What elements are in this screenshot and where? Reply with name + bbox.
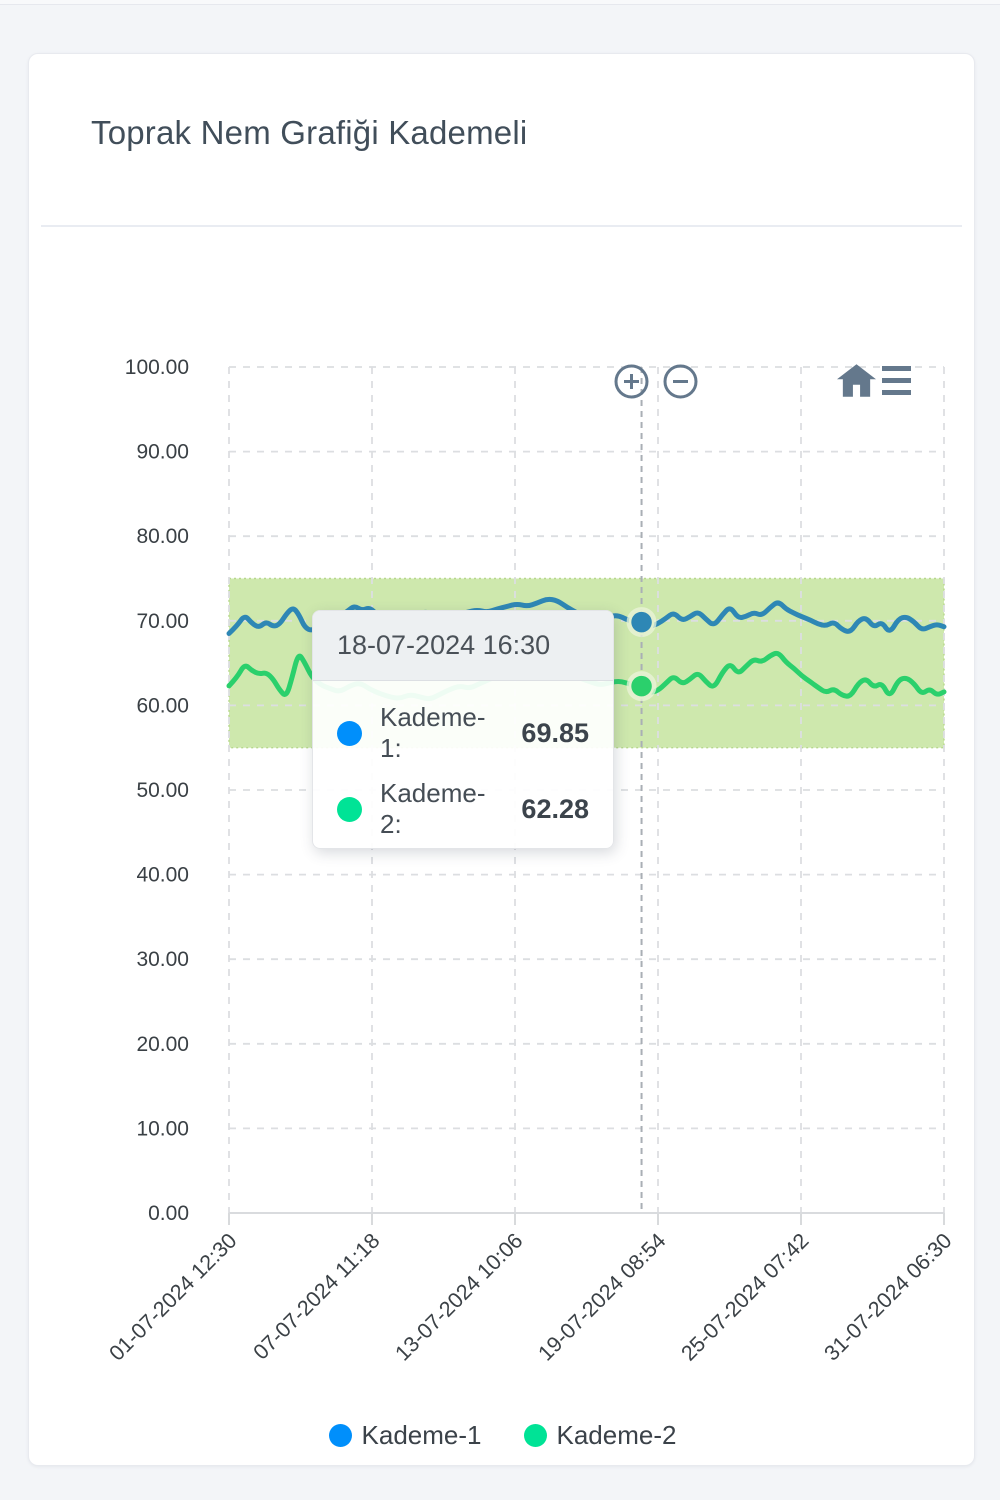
page-title: Toprak Nem Grafiği Kademeli — [91, 114, 528, 151]
tooltip-row: Kademe-1: 69.85 — [313, 702, 613, 763]
menu-icon — [882, 366, 911, 395]
chart-legend: Kademe-1 Kademe-2 — [29, 1420, 976, 1451]
menu-button[interactable] — [881, 364, 912, 403]
x-axis-label: 31-07-2024 06:30 — [820, 1229, 957, 1366]
x-axis-label: 25-07-2024 07:42 — [677, 1229, 814, 1366]
zoom-out-icon — [663, 364, 698, 399]
home-reset-button[interactable] — [837, 364, 876, 402]
y-axis-label: 70.00 — [136, 610, 189, 633]
tooltip-series-label: Kademe-1: — [380, 702, 486, 763]
x-axis-label: 07-07-2024 11:18 — [249, 1229, 385, 1365]
series-dot-kademe-1 — [337, 720, 362, 746]
legend-item-kademe-1[interactable]: Kademe-1 — [328, 1420, 482, 1451]
home-icon — [837, 364, 876, 397]
y-axis-label: 60.00 — [136, 694, 189, 717]
chart-card: Toprak Nem Grafiği Kademeli 100.00 90.00 8… — [28, 53, 975, 1466]
hover-marker-kademe-2 — [628, 673, 655, 699]
y-axis-label: 30.00 — [136, 948, 189, 971]
tooltip-row: Kademe-2: 62.28 — [313, 778, 613, 839]
tooltip-series-value: 62.28 — [521, 793, 589, 824]
tooltip-series-label: Kademe-2: — [380, 778, 486, 839]
x-axis-label: 13-07-2024 10:06 — [391, 1229, 528, 1366]
hover-marker-kademe-1 — [628, 609, 655, 635]
zoom-out-button[interactable] — [662, 363, 699, 405]
y-axis-label: 40.00 — [136, 864, 189, 887]
legend-label: Kademe-1 — [361, 1420, 482, 1450]
title-divider — [41, 225, 962, 227]
y-axis-label: 100.00 — [125, 356, 189, 379]
y-axis-label: 0.00 — [148, 1202, 189, 1225]
legend-dot-kademe-2 — [523, 1424, 547, 1447]
chart-area[interactable]: 100.00 90.00 80.00 70.00 60.00 50.00 40.00 30.0… — [29, 54, 1000, 1500]
x-axis-label: 19-07-2024 08:54 — [534, 1229, 671, 1366]
legend-label: Kademe-2 — [556, 1420, 677, 1450]
y-axis-label: 10.00 — [136, 1117, 189, 1140]
tooltip-date: 18-07-2024 16:30 — [313, 611, 613, 681]
y-axis-label: 90.00 — [136, 441, 189, 464]
legend-dot-kademe-1 — [328, 1424, 352, 1447]
page-top-strip — [0, 0, 1000, 5]
tooltip-series-value: 69.85 — [521, 717, 589, 748]
y-axis-label: 80.00 — [136, 525, 189, 548]
zoom-in-button[interactable] — [613, 363, 650, 405]
series-dot-kademe-2 — [337, 796, 362, 822]
y-axis-label: 50.00 — [136, 779, 189, 802]
chart-tooltip: 18-07-2024 16:30 Kademe-1: 69.85 Kademe-… — [312, 610, 614, 849]
x-axis-label: 01-07-2024 12:30 — [107, 1229, 242, 1366]
y-axis-label: 20.00 — [136, 1033, 189, 1056]
zoom-in-icon — [614, 364, 649, 399]
legend-item-kademe-2[interactable]: Kademe-2 — [523, 1420, 677, 1451]
